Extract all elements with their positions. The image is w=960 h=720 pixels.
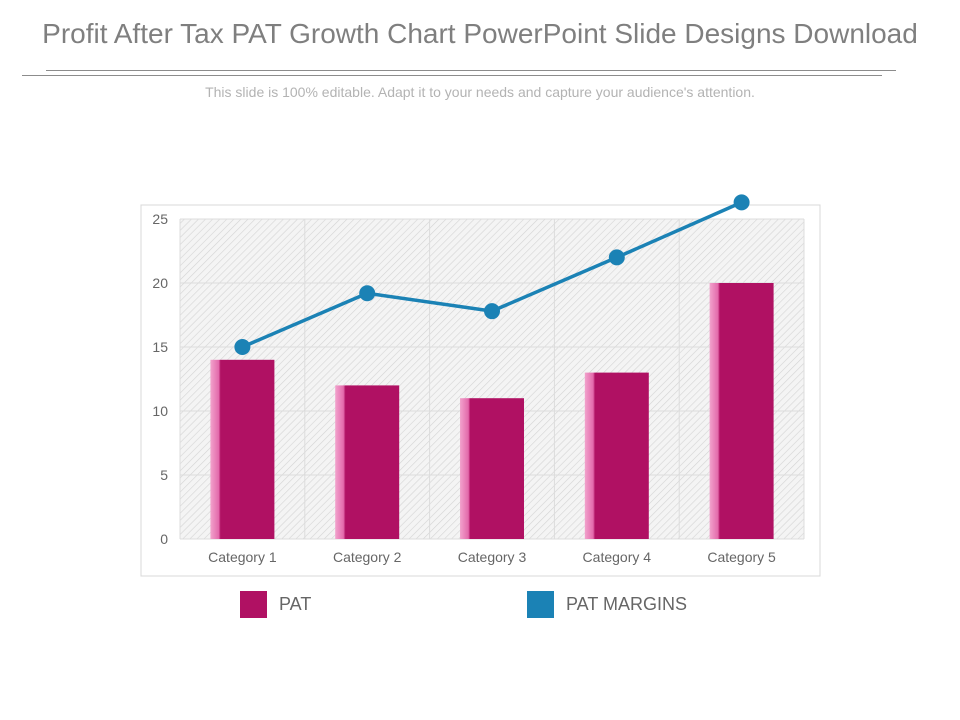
title-divider: [46, 70, 896, 71]
grid-lines: [179, 218, 805, 540]
point-pat-margins-3: [484, 303, 500, 320]
legend-label-pat-margins: PAT MARGINS: [566, 593, 688, 614]
point-pat-margins-2: [359, 285, 376, 302]
x-tick-label: Category 5: [707, 549, 776, 565]
y-tick-label: 25: [152, 211, 168, 227]
bar-pat-4: [584, 372, 649, 539]
bar-pat-3: [460, 398, 524, 539]
x-tick-label: Category 2: [333, 549, 402, 565]
x-tick-label: Category 1: [208, 549, 277, 565]
legend-swatch-pat: [240, 590, 267, 618]
y-tick-label: 15: [152, 339, 168, 355]
slide-title: Profit After Tax PAT Growth Chart PowerP…: [42, 18, 918, 49]
point-pat-margins-1: [234, 339, 251, 355]
y-tick-label: 20: [152, 275, 168, 291]
x-axis-ticks: Category 1 Category 2 Category 3 Category 4…: [208, 549, 776, 565]
x-tick-label: Category 4: [583, 549, 652, 565]
point-pat-margins-5: [733, 194, 750, 211]
slide-subtitle: This slide is 100% editable. Adapt it to…: [205, 84, 755, 100]
y-tick-label: 0: [160, 531, 168, 547]
legend-item-pat: PAT: [240, 590, 311, 618]
legend-label-pat: PAT: [279, 593, 312, 614]
title-divider-secondary: [22, 75, 882, 76]
bar-pat-1: [210, 359, 275, 539]
y-tick-label: 10: [152, 403, 168, 419]
pat-bars: [210, 283, 774, 539]
bar-pat-2: [335, 385, 400, 539]
bar-pat-5: [709, 283, 774, 539]
y-axis-ticks: 0 5 10 15 20 25: [152, 211, 168, 547]
pat-margins-line: [234, 194, 750, 355]
y-tick-label: 5: [160, 467, 168, 483]
point-pat-margins-4: [608, 249, 625, 266]
legend-swatch-pat-margins: [527, 590, 554, 618]
x-tick-label: Category 3: [458, 549, 527, 565]
legend-item-pat-margins: PAT MARGINS: [527, 590, 687, 618]
